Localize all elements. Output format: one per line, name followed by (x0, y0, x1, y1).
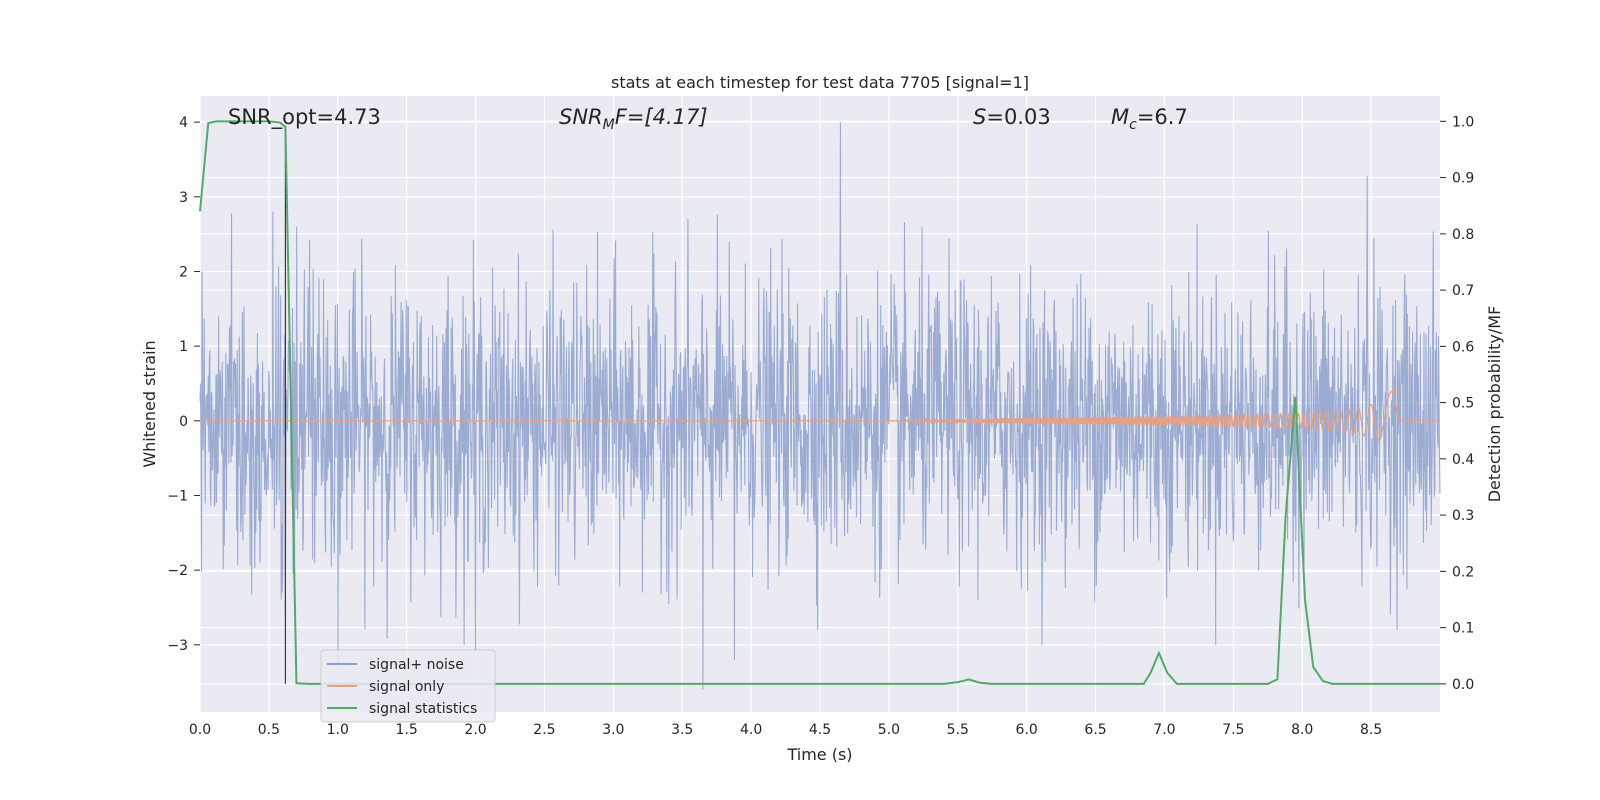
annotation-mc: Mc=6.7 (1111, 105, 1188, 133)
chart-title: stats at each timestep for test data 770… (611, 73, 1029, 92)
y-right-tick-label: 0.6 (1452, 339, 1474, 355)
y-axis-right-label: Detection probability/MF (1485, 306, 1504, 503)
y-tick-label: −3 (167, 638, 188, 654)
x-tick-label: 2.5 (533, 722, 555, 738)
y-tick-label: 3 (179, 190, 188, 206)
y-right-tick-label: 0.0 (1452, 677, 1474, 693)
y-tick-label: 2 (179, 264, 188, 280)
legend-label-signal-only: signal only (369, 679, 444, 695)
x-tick-label: 4.0 (740, 722, 762, 738)
x-tick-label: 8.0 (1291, 722, 1313, 738)
x-tick-label: 0.5 (258, 722, 280, 738)
annotation-mc-main: M (1111, 105, 1129, 129)
y-tick-label: 1 (179, 339, 188, 355)
x-tick-label: 3.5 (671, 722, 693, 738)
signal-noise-line (199, 122, 1441, 690)
x-tick-label: 6.5 (1084, 722, 1106, 738)
annotation-snr-mf-main: SNR (559, 105, 603, 129)
annotation-snr-mf: SNRMF=[4.17] (559, 105, 708, 133)
series-signal-noise (199, 122, 1441, 690)
y-right-tick-label: 0.2 (1452, 564, 1474, 580)
y-right-tick-label: 0.4 (1452, 452, 1474, 468)
x-axis-label: Time (s) (786, 745, 852, 764)
x-tick-label: 7.0 (1153, 722, 1175, 738)
x-tick-label: 5.5 (947, 722, 969, 738)
y-right-tick-label: 0.8 (1452, 227, 1474, 243)
y-right-tick-label: 0.5 (1452, 396, 1474, 412)
y-right-tick-label: 0.1 (1452, 621, 1474, 637)
annotation-s-main: S (973, 105, 986, 129)
annotation-snr-mf-rest: F=[4.17] (615, 105, 708, 129)
annotation-snr-opt: SNR_opt=4.73 (228, 105, 381, 130)
x-tick-label: 2.0 (464, 722, 486, 738)
legend-label-signal-statistics: signal statistics (369, 701, 477, 717)
series-signal-only (200, 388, 1440, 442)
series-signal-statistics (199, 120, 1440, 685)
legend-label-signal-noise: signal+ noise (369, 657, 464, 673)
y-right-tick-label: 0.7 (1452, 283, 1474, 299)
y-tick-label: 0 (179, 414, 188, 430)
x-tick-label: 0.0 (189, 722, 211, 738)
legend-box (320, 649, 496, 723)
y-tick-label: −1 (167, 488, 188, 504)
x-tick-label: 3.0 (602, 722, 624, 738)
x-tick-label: 8.5 (1360, 722, 1382, 738)
x-tick-label: 6.0 (1016, 722, 1038, 738)
y-right-tick-label: 0.3 (1452, 508, 1474, 524)
y-axis-label: Whitened strain (140, 340, 159, 467)
y-right-tick-label: 1.0 (1452, 114, 1474, 130)
legend: signal+ noise signal only signal statist… (320, 649, 496, 723)
y-axis-left-ticks: 4 3 2 1 0 −1 −2 −3 (167, 115, 200, 654)
x-tick-label: 5.0 (878, 722, 900, 738)
x-tick-label: 1.5 (396, 722, 418, 738)
annotation-mc-sub: c (1129, 117, 1137, 133)
annotation-s-rest: =0.03 (986, 105, 1050, 129)
signal-only-line (200, 388, 1440, 442)
annotation-mc-rest: =6.7 (1137, 105, 1188, 129)
x-axis-ticks: 0.0 0.5 1.0 1.5 2.0 2.5 3.0 3.5 4.0 4.5 5.0 5.5 6.0 6… (189, 722, 1382, 738)
y-right-tick-label: 0.9 (1452, 171, 1474, 187)
y-axis-right-ticks: 1.0 0.9 0.8 0.7 0.6 0.5 0.4 0.3 0.2 0.1 0.0 (1440, 114, 1474, 693)
y-tick-label: −2 (167, 563, 188, 579)
x-tick-label: 1.0 (327, 722, 349, 738)
x-tick-label: 7.5 (1222, 722, 1244, 738)
x-tick-label: 4.5 (809, 722, 831, 738)
y-tick-label: 4 (179, 115, 188, 131)
annotation-snr-mf-sub: M (603, 117, 615, 133)
annotation-s: S=0.03 (973, 105, 1051, 129)
signal-statistics-line (199, 120, 1440, 685)
